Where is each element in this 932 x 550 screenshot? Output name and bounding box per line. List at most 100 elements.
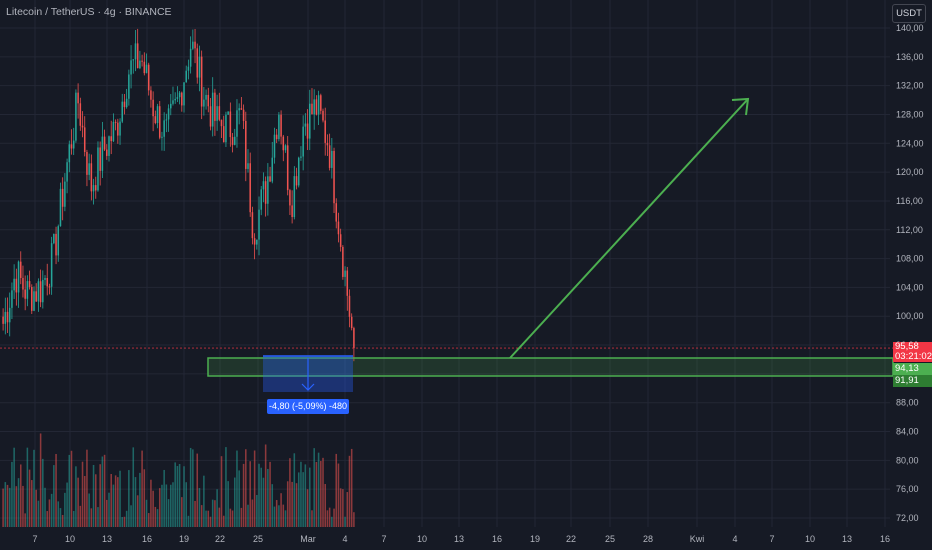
- candle-body: [242, 109, 245, 121]
- candle-body: [167, 108, 170, 120]
- y-tick-label: 112,00: [896, 225, 923, 235]
- volume-bar: [275, 500, 278, 527]
- candle-body: [64, 181, 66, 207]
- candle-body: [322, 110, 324, 121]
- y-tick-label: 136,00: [896, 52, 924, 62]
- candle-body: [141, 60, 143, 62]
- candle-body: [181, 92, 183, 106]
- y-tick-label: 124,00: [896, 138, 924, 148]
- candle-body: [258, 209, 260, 240]
- volume-bar: [139, 472, 141, 527]
- candle-body: [269, 176, 271, 182]
- y-tick-label: 104,00: [896, 282, 924, 292]
- volume-bar: [269, 461, 271, 527]
- candle-body: [211, 92, 214, 127]
- volume-bar: [44, 487, 46, 527]
- volume-bar: [8, 487, 11, 527]
- volume-bar: [117, 477, 119, 527]
- volume-bar: [311, 510, 313, 527]
- volume-bar: [273, 506, 276, 527]
- x-tick-label: 25: [253, 534, 263, 544]
- candle-body: [245, 120, 247, 169]
- candle-body: [114, 121, 117, 123]
- candle-body: [13, 278, 15, 291]
- volume-bar: [2, 488, 4, 527]
- candle-body: [196, 48, 199, 78]
- candle-body: [216, 106, 218, 121]
- volume-bar: [79, 505, 82, 527]
- candle-body: [163, 120, 165, 137]
- candle-body: [260, 189, 263, 210]
- candle-body: [72, 140, 75, 149]
- volume-bar: [66, 482, 68, 527]
- candle-body: [280, 114, 282, 137]
- x-tick-label: 16: [492, 534, 502, 544]
- volume-bar: [94, 474, 97, 527]
- candle-body: [278, 114, 280, 140]
- candle-body: [92, 185, 95, 192]
- volume-bar: [271, 484, 274, 527]
- candle-body: [101, 136, 104, 171]
- volume-bar: [198, 488, 201, 527]
- x-tick-label: 16: [880, 534, 890, 544]
- drawing-overlays[interactable]: [0, 97, 894, 392]
- candle-body: [112, 121, 115, 142]
- candle-body: [225, 114, 227, 143]
- volume-bar: [130, 505, 132, 527]
- y-tick-label: 72,00: [896, 513, 919, 523]
- volume-bar: [37, 500, 40, 527]
- y-tick-label: 116,00: [896, 196, 923, 206]
- candle-body: [70, 144, 73, 149]
- volume-bar: [110, 474, 112, 527]
- candle-body: [81, 125, 84, 128]
- candle-body: [198, 56, 201, 78]
- projection-arrow: [509, 98, 749, 359]
- volume-bar: [103, 454, 106, 527]
- volume-bar: [342, 489, 344, 527]
- candle-body: [139, 60, 141, 69]
- candle-body: [35, 291, 37, 302]
- candle-body: [187, 66, 190, 71]
- candle-body: [172, 100, 174, 104]
- volume-bar: [158, 488, 161, 527]
- volume-bar: [57, 501, 60, 527]
- volume-bar: [121, 516, 124, 527]
- candle-body: [293, 176, 296, 218]
- candle-body: [128, 74, 130, 99]
- x-tick-label: 19: [530, 534, 540, 544]
- volume-bar: [77, 477, 79, 527]
- volume-bar: [350, 448, 353, 527]
- candle-body: [328, 145, 331, 168]
- candle-body: [108, 136, 110, 156]
- candle-body: [83, 127, 86, 152]
- candle-body: [326, 142, 329, 146]
- y-tick-label: 140,00: [896, 23, 924, 33]
- volume-bar: [308, 467, 311, 527]
- y-tick-label: 120,00: [896, 167, 924, 177]
- volume-bar: [196, 453, 199, 527]
- x-tick-label: 7: [381, 534, 386, 544]
- volume-bar: [315, 461, 318, 527]
- candle-body: [282, 136, 285, 151]
- volume-bar: [72, 510, 75, 527]
- volume-bar: [75, 466, 77, 527]
- volume-bar: [218, 507, 221, 527]
- candle-body: [291, 205, 293, 218]
- measure-arrow-head: [301, 383, 315, 391]
- candle-body: [110, 136, 112, 142]
- volume-bar: [106, 499, 108, 527]
- currency-selector[interactable]: USDT: [892, 4, 926, 23]
- volume-bar: [15, 486, 18, 527]
- volume-bar: [331, 516, 333, 527]
- candle-body: [313, 99, 315, 115]
- candle-body: [68, 144, 71, 163]
- x-tick-label: Mar: [300, 534, 316, 544]
- volume-bar: [132, 447, 135, 527]
- candle-body: [189, 48, 192, 67]
- candle-body: [220, 119, 223, 127]
- candle-body: [75, 92, 77, 141]
- zone-bottom-tag: 91,91: [893, 375, 932, 387]
- candle-body: [97, 147, 99, 191]
- x-tick-label: 22: [566, 534, 576, 544]
